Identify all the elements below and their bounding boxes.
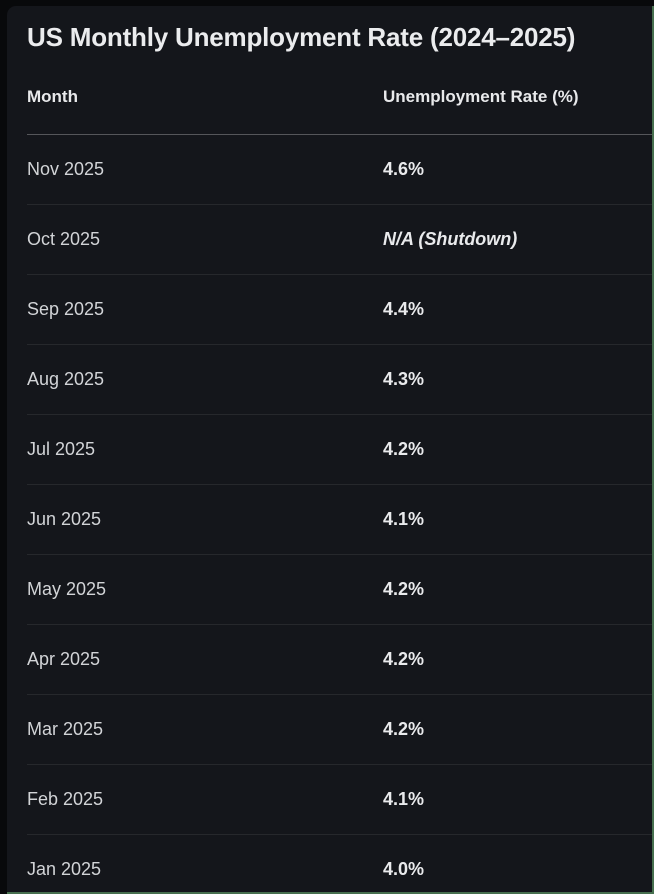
rate-cell: 4.4%: [383, 274, 652, 345]
table-row: Mar 2025 4.2%: [27, 694, 652, 765]
column-header-rate: Unemployment Rate (%): [383, 54, 652, 135]
month-cell: Sep 2025: [27, 274, 383, 345]
rate-cell: 4.2%: [383, 624, 652, 695]
table-row: May 2025 4.2%: [27, 554, 652, 625]
rate-cell: 4.0%: [383, 834, 652, 892]
table-header: Month Unemployment Rate (%): [27, 54, 652, 135]
rate-cell: 4.3%: [383, 344, 652, 415]
month-cell: Feb 2025: [27, 764, 383, 835]
month-cell: May 2025: [27, 554, 383, 625]
table-row: Jul 2025 4.2%: [27, 414, 652, 485]
rate-cell: 4.1%: [383, 764, 652, 835]
table-row: Feb 2025 4.1%: [27, 764, 652, 835]
column-header-month: Month: [27, 54, 383, 135]
table-body: Nov 2025 4.6% Oct 2025 N/A (Shutdown) Sep 20…: [27, 134, 652, 892]
month-cell: Jul 2025: [27, 414, 383, 485]
rate-cell: 4.2%: [383, 694, 652, 765]
table-row: Sep 2025 4.4%: [27, 274, 652, 345]
table-row: Apr 2025 4.2%: [27, 624, 652, 695]
month-cell: Jan 2025: [27, 834, 383, 892]
table-row: Jan 2025 4.0%: [27, 834, 652, 892]
table-panel: US Monthly Unemployment Rate (2024–2025)…: [7, 6, 654, 894]
rate-cell: 4.2%: [383, 554, 652, 625]
rate-cell: 4.1%: [383, 484, 652, 555]
unemployment-table: Month Unemployment Rate (%) Nov 2025 4.6%…: [27, 54, 652, 892]
table-row: Oct 2025 N/A (Shutdown): [27, 204, 652, 275]
page-title: US Monthly Unemployment Rate (2024–2025): [27, 22, 576, 52]
header-row: Month Unemployment Rate (%): [27, 54, 652, 135]
rate-cell: N/A (Shutdown): [383, 204, 652, 275]
month-cell: Oct 2025: [27, 204, 383, 275]
table-row: Nov 2025 4.6%: [27, 134, 652, 205]
rate-cell: 4.2%: [383, 414, 652, 485]
month-cell: Apr 2025: [27, 624, 383, 695]
rate-cell: 4.6%: [383, 134, 652, 205]
table-row: Jun 2025 4.1%: [27, 484, 652, 555]
table-row: Aug 2025 4.3%: [27, 344, 652, 415]
month-cell: Jun 2025: [27, 484, 383, 555]
month-cell: Mar 2025: [27, 694, 383, 765]
month-cell: Aug 2025: [27, 344, 383, 415]
month-cell: Nov 2025: [27, 134, 383, 205]
